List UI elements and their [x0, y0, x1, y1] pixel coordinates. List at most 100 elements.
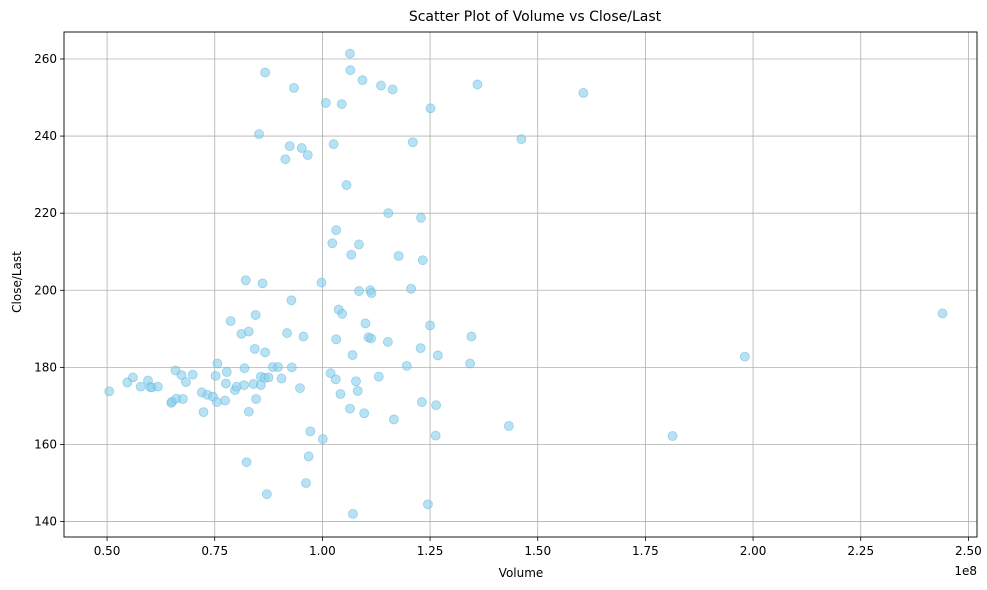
data-point	[210, 370, 221, 381]
data-point	[503, 421, 514, 431]
data-point	[431, 400, 441, 411]
x-tick-label: 2.00	[740, 544, 767, 558]
data-point	[417, 255, 428, 266]
data-point	[401, 360, 412, 371]
data-point	[260, 67, 271, 78]
data-point	[336, 99, 347, 109]
data-point	[366, 288, 377, 298]
data-point	[176, 370, 187, 380]
data-point	[302, 150, 313, 160]
data-point	[152, 381, 163, 392]
data-point	[416, 212, 426, 223]
data-point	[667, 431, 678, 441]
data-point	[328, 139, 339, 150]
data-point	[221, 378, 231, 389]
y-tick-label: 140	[34, 515, 57, 529]
data-point	[472, 79, 483, 90]
plot-frame	[63, 31, 978, 538]
x-tick-label: 1.25	[417, 544, 444, 558]
data-point	[425, 103, 436, 114]
x-tick-label: 2.50	[955, 544, 982, 558]
y-axis-label: Close/Last	[10, 251, 24, 313]
data-point	[243, 326, 254, 337]
data-point	[263, 372, 274, 383]
data-point	[298, 331, 309, 342]
data-point	[516, 134, 527, 145]
data-point	[387, 84, 398, 95]
y-tick-label: 220	[34, 206, 57, 220]
data-point	[466, 331, 477, 342]
data-point	[317, 434, 328, 444]
data-point	[280, 154, 291, 165]
data-point	[320, 98, 331, 108]
data-point	[416, 397, 427, 407]
data-point	[316, 277, 327, 288]
data-point	[406, 283, 417, 294]
data-point	[261, 489, 272, 500]
data-point	[276, 373, 287, 384]
data-point	[177, 394, 188, 404]
data-point	[305, 426, 316, 437]
grid-lines	[64, 32, 977, 537]
data-point	[289, 82, 299, 93]
y-tick-label: 240	[34, 129, 57, 143]
data-point	[240, 275, 251, 286]
data-point	[180, 377, 191, 387]
data-point	[284, 141, 295, 152]
data-point	[347, 350, 358, 360]
x-tick-label: 1.75	[632, 544, 659, 558]
data-point	[187, 369, 198, 380]
x-tick-label: 1.00	[309, 544, 336, 558]
data-point	[360, 318, 371, 329]
data-point	[337, 308, 348, 319]
data-point	[257, 278, 268, 289]
data-point	[198, 407, 209, 417]
y-axis-ticks: 140 160 180 200 220 240 260	[34, 52, 64, 529]
data-point	[282, 328, 292, 338]
data-point	[243, 406, 254, 417]
data-point	[359, 408, 370, 419]
data-point	[430, 430, 441, 441]
data-point	[212, 358, 223, 369]
data-point	[352, 385, 363, 396]
data-point	[366, 333, 376, 344]
data-point	[241, 457, 252, 468]
data-point	[286, 362, 297, 373]
x-axis-ticks: 0.50 0.75 1.00 1.25 1.50 1.75 2.00 2.25 2.50	[94, 537, 982, 558]
data-point	[383, 208, 394, 219]
data-point	[578, 88, 589, 98]
data-point	[104, 386, 115, 397]
data-point	[393, 251, 404, 261]
data-point	[465, 358, 476, 369]
data-point	[128, 372, 138, 383]
data-point	[376, 80, 386, 91]
data-point	[295, 383, 305, 394]
data-point	[250, 310, 261, 320]
data-point	[301, 478, 311, 488]
x-tick-label: 2.25	[847, 544, 874, 558]
x-tick-label: 0.50	[94, 544, 121, 558]
data-point	[303, 451, 314, 462]
data-point	[357, 75, 368, 86]
y-tick-label: 180	[34, 360, 57, 374]
data-point	[373, 371, 384, 382]
data-point	[423, 499, 433, 510]
data-point	[341, 180, 352, 190]
data-point	[407, 137, 418, 148]
data-point	[273, 362, 283, 372]
data-point	[354, 286, 364, 296]
y-tick-label: 160	[34, 437, 57, 451]
data-point	[286, 295, 297, 306]
data-point	[937, 308, 948, 319]
data-point	[354, 239, 364, 250]
data-point	[296, 143, 307, 153]
x-tick-label: 1.50	[524, 544, 551, 558]
data-point	[432, 350, 443, 361]
data-point	[220, 395, 230, 406]
data-point	[211, 397, 222, 407]
data-point	[345, 48, 355, 59]
data-point	[330, 374, 341, 385]
y-tick-label: 260	[34, 52, 57, 66]
data-point	[335, 389, 346, 399]
